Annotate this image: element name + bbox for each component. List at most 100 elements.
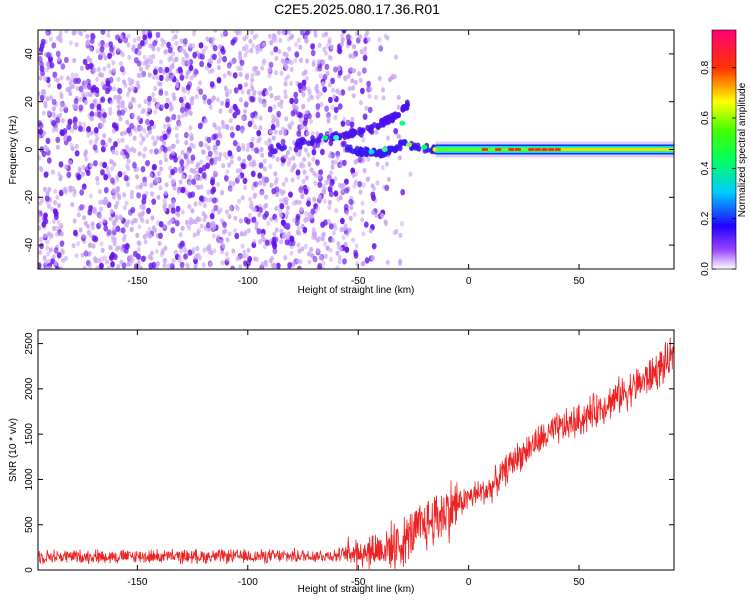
heatmap-cell	[226, 62, 232, 69]
heatmap-cell	[297, 199, 302, 206]
heatmap-cell	[186, 89, 191, 95]
heatmap-cell	[321, 59, 326, 65]
heatmap-cell	[333, 176, 338, 182]
heatmap-cell	[328, 190, 334, 198]
heatmap-cell	[238, 264, 243, 269]
heatmap-cell	[260, 261, 265, 267]
heatmap-cell	[174, 220, 180, 227]
heatmap-cell	[232, 37, 238, 44]
heatmap-cell	[185, 157, 190, 163]
heatmap-cell	[252, 67, 257, 73]
heatmap-cell	[47, 82, 52, 88]
heatmap-cell	[140, 39, 145, 47]
heatmap-cell	[253, 124, 258, 130]
heatmap-cell	[207, 245, 212, 251]
heatmap-cell	[192, 31, 196, 37]
heatmap-cell	[305, 130, 310, 136]
heatmap-cell	[255, 44, 260, 51]
heatmap-cell	[100, 247, 105, 253]
heatmap-cell	[73, 77, 78, 85]
heatmap-cell	[180, 225, 185, 231]
heatmap-cell	[397, 155, 402, 161]
heatmap-cell	[47, 186, 52, 193]
heatmap-cell	[212, 159, 217, 165]
heatmap-cell	[380, 165, 385, 171]
heatmap-cell	[81, 164, 86, 170]
heatmap-cell	[275, 262, 281, 269]
heatmap-cell	[250, 72, 255, 79]
heatmap-cell	[312, 196, 317, 203]
heatmap-cell	[82, 215, 87, 221]
heatmap-cell	[301, 71, 306, 77]
heatmap-cell	[83, 152, 88, 158]
heatmap-cell	[303, 147, 308, 153]
heatmap-cell	[194, 94, 199, 100]
heatmap-cell	[189, 96, 194, 103]
heatmap-cell	[294, 51, 300, 58]
heatmap-cell	[92, 99, 97, 105]
heatmap-cell	[111, 226, 116, 232]
heatmap-cell	[281, 58, 286, 64]
heatmap-cell	[89, 111, 95, 118]
heatmap-cell	[179, 74, 185, 81]
heatmap-cell	[162, 198, 167, 204]
heatmap-cell	[187, 192, 193, 199]
heatmap-cell	[131, 44, 136, 50]
heatmap-cell	[339, 226, 344, 233]
heatmap-cell	[267, 67, 272, 73]
heatmap-cell	[139, 204, 144, 210]
heatmap-cell	[143, 181, 148, 187]
heatmap-cell	[52, 218, 56, 224]
heatmap-cell	[86, 132, 91, 138]
heatmap-cell	[151, 74, 156, 80]
heatmap-cell	[363, 50, 367, 56]
heatmap-cell	[375, 180, 380, 186]
heatmap-cell	[147, 226, 152, 232]
heatmap-cell	[80, 252, 85, 258]
heatmap-cell	[158, 74, 164, 82]
heatmap-cell	[162, 140, 167, 146]
heatmap-cell	[198, 42, 204, 49]
heatmap-cell	[55, 144, 60, 150]
heatmap-cell	[116, 76, 121, 82]
heatmap-cell	[381, 121, 386, 128]
heatmap-cell	[232, 112, 238, 119]
heatmap-cell	[220, 218, 224, 224]
heatmap-cell	[272, 247, 278, 255]
heatmap-cell	[231, 181, 236, 187]
heatmap-cell	[114, 246, 119, 252]
heatmap-cell	[225, 125, 230, 131]
heatmap-cell	[352, 129, 358, 135]
heatmap-cell	[246, 247, 251, 253]
heatmap-cell	[212, 248, 217, 254]
heatmap-cell	[112, 67, 117, 73]
heatmap-cell	[149, 255, 154, 261]
heatmap-cell	[345, 34, 351, 41]
heatmap-cell	[167, 47, 173, 54]
heatmap-cell	[400, 189, 406, 196]
heatmap-cell	[258, 162, 264, 169]
heatmap-cell	[80, 171, 85, 177]
heatmap-cell	[207, 69, 212, 75]
heatmap-cell	[396, 94, 401, 100]
heatmap-cell	[315, 131, 320, 137]
heatmap-cell	[323, 241, 327, 247]
heatmap-cell	[327, 36, 332, 43]
heatmap-cell	[51, 120, 56, 127]
heatmap-cell	[151, 198, 157, 205]
heatmap-cell	[340, 37, 345, 43]
heatmap-cell	[93, 256, 98, 262]
heatmap-cell	[110, 261, 115, 268]
heatmap-cell	[258, 180, 263, 186]
heatmap-cell	[163, 201, 168, 208]
heatmap-cell	[70, 72, 75, 78]
heatmap-cell	[317, 194, 322, 200]
heatmap-cell	[105, 259, 109, 265]
heatmap-cell	[132, 162, 137, 169]
heatmap-cell	[248, 196, 253, 202]
heatmap-cell	[386, 176, 391, 182]
heatmap-cell	[151, 92, 156, 98]
heatmap-cell	[330, 237, 335, 243]
heatmap-cell	[275, 191, 279, 198]
heatmap-cell	[325, 70, 330, 76]
